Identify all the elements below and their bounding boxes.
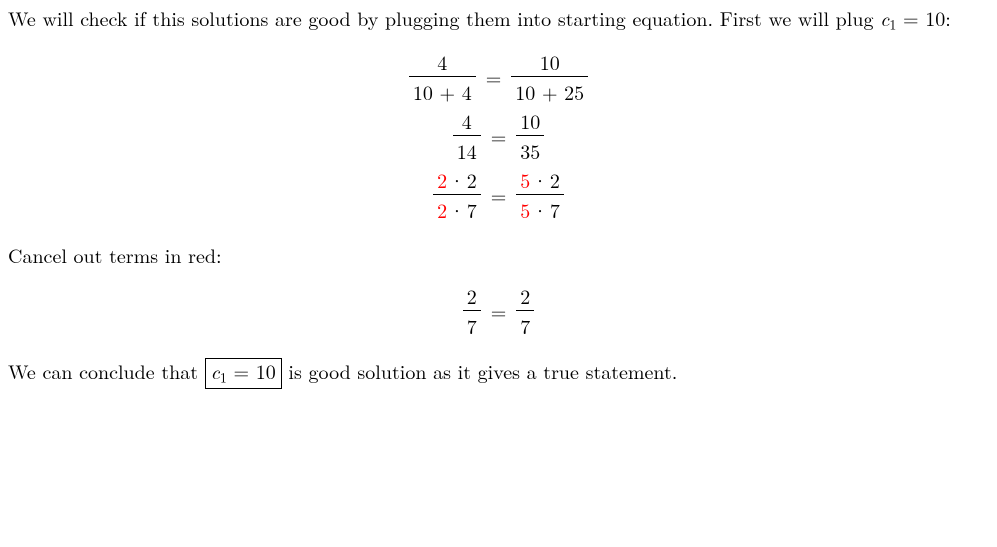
boxed-solution: c1 = 10	[205, 358, 282, 389]
equals-sign: =	[491, 181, 507, 208]
intro-colon: :	[945, 3, 951, 32]
fraction-l1-right: 10 10 + 25	[511, 48, 588, 105]
equation-line-3: 2·2 2·7 = 5·2 5·7	[8, 166, 989, 223]
equation-line-4: 2 7 = 2 7	[8, 282, 989, 339]
equation-block-1: 4 10 + 4 = 10 10 + 25 4 14 = 10 35 2·2	[8, 48, 989, 223]
intro-paragraph: We will check if this solutions are good…	[8, 4, 989, 34]
equals-sign: =	[486, 63, 502, 90]
equation-line-2: 4 14 = 10 35	[8, 107, 989, 164]
fraction-l2-right: 10 35	[516, 107, 544, 164]
equation-block-2: 2 7 = 2 7	[8, 282, 989, 339]
equals-sign: =	[491, 122, 507, 149]
cancel-paragraph: Cancel out terms in red:	[8, 241, 989, 268]
fraction-l4-right: 2 7	[516, 282, 534, 339]
inline-variable-c1: c1	[880, 3, 896, 32]
equals-sign: =	[491, 297, 507, 324]
intro-eq-rhs: = 10	[896, 3, 945, 32]
conclusion-paragraph: We can conclude that c1 = 10 is good sol…	[8, 357, 989, 389]
intro-text-prefix: We will check if this solutions are good…	[8, 3, 880, 32]
conclusion-prefix: We can conclude that	[8, 356, 205, 385]
conclusion-suffix: is good solution as it gives a true stat…	[282, 356, 678, 385]
equation-line-1: 4 10 + 4 = 10 10 + 25	[8, 48, 989, 105]
fraction-l1-left: 4 10 + 4	[409, 48, 476, 105]
fraction-l4-left: 2 7	[463, 282, 481, 339]
fraction-l2-left: 4 14	[453, 107, 481, 164]
fraction-l3-right: 5·2 5·7	[516, 166, 564, 223]
fraction-l3-left: 2·2 2·7	[433, 166, 481, 223]
document-page: We will check if this solutions are good…	[0, 0, 997, 389]
